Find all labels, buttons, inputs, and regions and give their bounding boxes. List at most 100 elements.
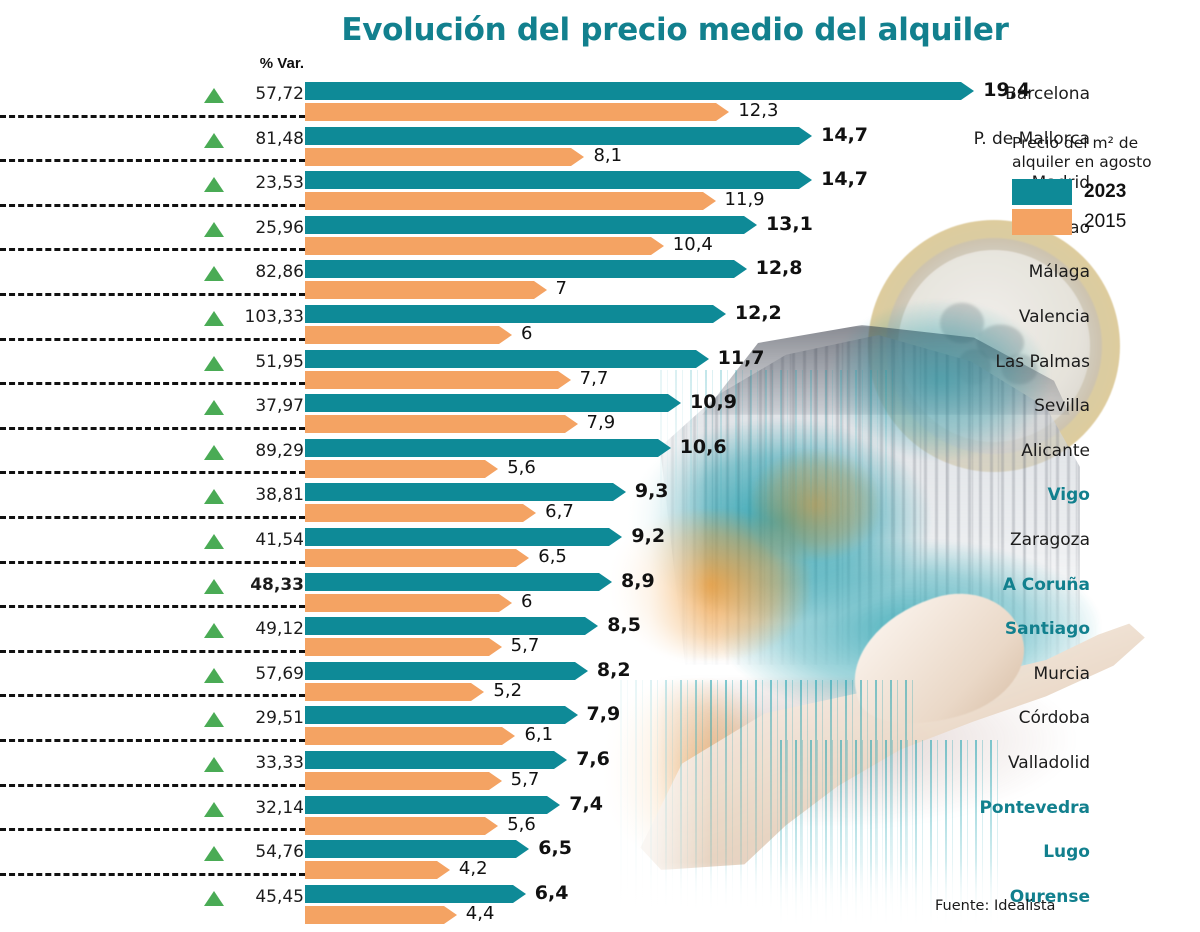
pct-var-value: 29,51 xyxy=(255,708,304,729)
row-separator xyxy=(0,605,305,609)
pct-var-value: 57,69 xyxy=(255,663,304,684)
bar-body xyxy=(305,638,489,657)
bar-arrow-tip xyxy=(554,751,568,769)
pct-var-value: 23,53 xyxy=(255,173,304,194)
bar-2023 xyxy=(305,82,975,100)
bar-value-2015: 4,4 xyxy=(465,902,495,924)
pct-var-value: 81,48 xyxy=(255,128,304,149)
city-label: P. de Mallorca xyxy=(973,128,1090,149)
bar-value-2015: 7 xyxy=(555,278,567,300)
pct-var-value: 57,72 xyxy=(255,84,304,104)
legend-item-2023: 2023 xyxy=(1012,178,1188,205)
row-separator xyxy=(0,203,305,207)
bar-body xyxy=(305,751,555,769)
bar-2023 xyxy=(305,126,813,145)
bar-value-2023: 6,5 xyxy=(538,837,572,860)
bar-2015 xyxy=(305,905,457,924)
bar-body xyxy=(305,103,717,121)
bar-body xyxy=(305,349,696,368)
bar-body xyxy=(305,483,613,502)
bar-body xyxy=(305,260,734,279)
bar-arrow-tip xyxy=(668,394,682,413)
bar-arrow-tip xyxy=(485,459,499,478)
legend-item-2015: 2015 xyxy=(1012,208,1188,235)
row-separator xyxy=(0,872,305,876)
city-label: Vigo xyxy=(1047,485,1090,506)
city-label: Córdoba xyxy=(1018,708,1090,729)
bar-2015 xyxy=(305,682,485,701)
bar-value-2023: 7,6 xyxy=(576,748,610,770)
triangle-up-icon xyxy=(204,88,224,103)
bar-body xyxy=(305,305,713,323)
euro-coin-illustration xyxy=(868,220,1120,472)
bar-arrow-tip xyxy=(471,682,485,701)
bar-value-2015: 12,3 xyxy=(738,100,779,121)
bar-value-2015: 5,6 xyxy=(507,456,536,478)
bar-body xyxy=(305,593,499,612)
bar-body xyxy=(305,795,548,814)
bar-2023 xyxy=(305,661,588,680)
bar-body xyxy=(305,82,962,100)
bar-body xyxy=(305,504,524,523)
bar-arrow-tip xyxy=(516,840,530,859)
bar-body xyxy=(305,772,489,790)
bar-arrow-tip xyxy=(516,549,530,567)
bar-value-2015: 6 xyxy=(521,323,533,344)
pct-var-value: 45,45 xyxy=(255,886,304,907)
legend: Precio del m² de alquiler en agosto 2023… xyxy=(1012,134,1188,239)
bar-value-2023: 6,4 xyxy=(534,881,569,904)
city-label: A Coruña xyxy=(1002,574,1090,595)
bar-2015 xyxy=(305,727,516,746)
row-separator xyxy=(0,694,305,698)
bar-2023 xyxy=(305,171,813,190)
bar-2023 xyxy=(305,840,530,859)
bar-body xyxy=(305,549,517,567)
bar-arrow-tip xyxy=(599,572,613,591)
city-label: Valencia xyxy=(1018,307,1090,327)
triangle-up-icon xyxy=(204,444,224,460)
row-separator xyxy=(0,293,305,296)
city-label: Alicante xyxy=(1021,440,1090,461)
row-separator xyxy=(0,739,305,742)
bar-value-2015: 5,7 xyxy=(510,769,540,790)
triangle-up-icon xyxy=(204,177,224,193)
bar-body xyxy=(305,438,658,457)
bar-arrow-tip xyxy=(436,861,450,880)
city-label: Murcia xyxy=(1033,663,1090,684)
hand-thumb xyxy=(835,575,1040,745)
pct-var-value: 41,54 xyxy=(255,530,304,550)
pct-var-value: 103,33 xyxy=(244,307,304,327)
bar-body xyxy=(305,905,444,924)
bar-body xyxy=(305,394,669,413)
row-separator xyxy=(0,426,305,430)
bar-2023 xyxy=(305,884,526,903)
row-separator xyxy=(0,337,305,341)
triangle-up-icon xyxy=(204,712,224,728)
bar-value-2023: 8,2 xyxy=(596,658,631,681)
triangle-up-icon xyxy=(204,489,224,505)
bar-value-2023: 10,9 xyxy=(690,391,737,414)
bar-arrow-tip xyxy=(571,147,585,166)
bar-body xyxy=(305,528,610,546)
bottom-fade-mask xyxy=(600,862,1200,932)
bar-body xyxy=(305,572,600,591)
triangle-up-icon xyxy=(204,801,224,817)
bar-2015 xyxy=(305,638,502,657)
triangle-up-icon xyxy=(204,400,224,416)
bar-value-2023: 14,7 xyxy=(821,168,869,191)
triangle-up-icon xyxy=(204,355,224,371)
bar-body xyxy=(305,840,517,859)
bar-arrow-tip xyxy=(499,326,512,344)
bar-arrow-tip xyxy=(564,415,578,434)
row-separator xyxy=(0,649,305,653)
bar-2023 xyxy=(305,706,578,725)
bar-arrow-tip xyxy=(533,281,547,300)
bar-2015 xyxy=(305,415,578,434)
bar-2015 xyxy=(305,103,730,121)
bar-body xyxy=(305,861,437,880)
bar-value-2015: 7,7 xyxy=(579,367,609,389)
bar-body xyxy=(305,236,651,255)
legend-caption: Precio del m² de alquiler en agosto xyxy=(1012,134,1152,171)
bar-value-2015: 6,7 xyxy=(545,501,574,523)
bar-body xyxy=(305,816,486,835)
